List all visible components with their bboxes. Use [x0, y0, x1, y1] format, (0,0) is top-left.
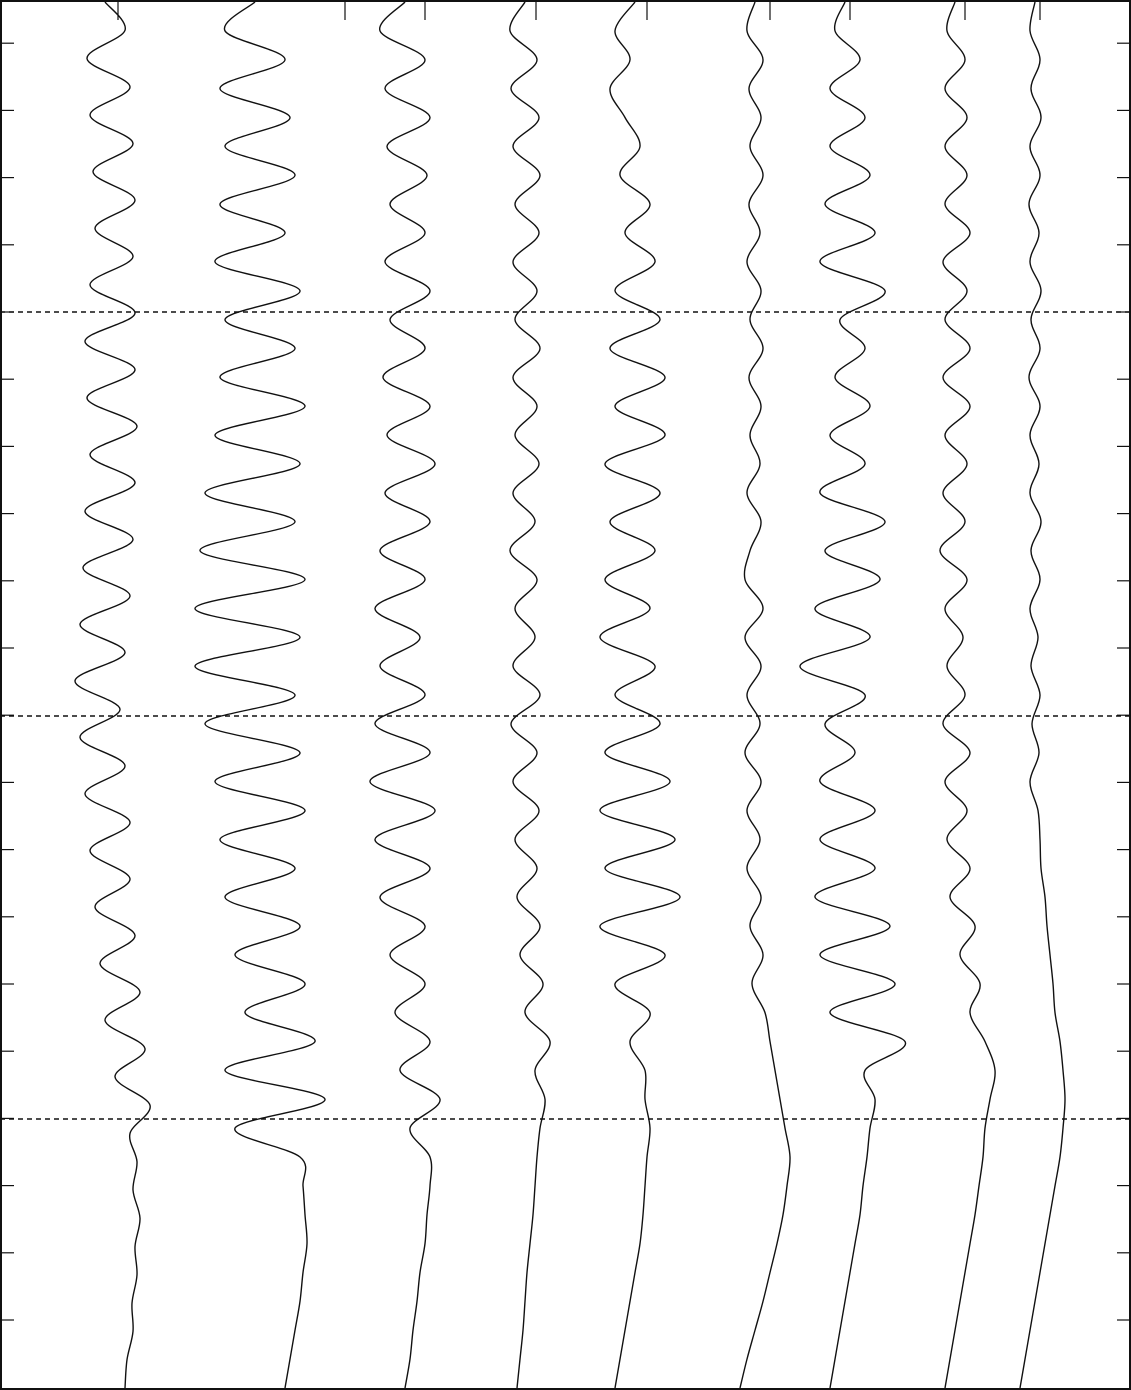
trace: [509, 1, 551, 1389]
trace: [939, 1, 996, 1389]
trace: [599, 1, 681, 1389]
trace: [369, 1, 441, 1389]
trace: [799, 1, 907, 1389]
trace: [74, 1, 151, 1389]
trace: [194, 1, 326, 1389]
trace: [739, 1, 791, 1389]
trace: [1019, 1, 1066, 1389]
